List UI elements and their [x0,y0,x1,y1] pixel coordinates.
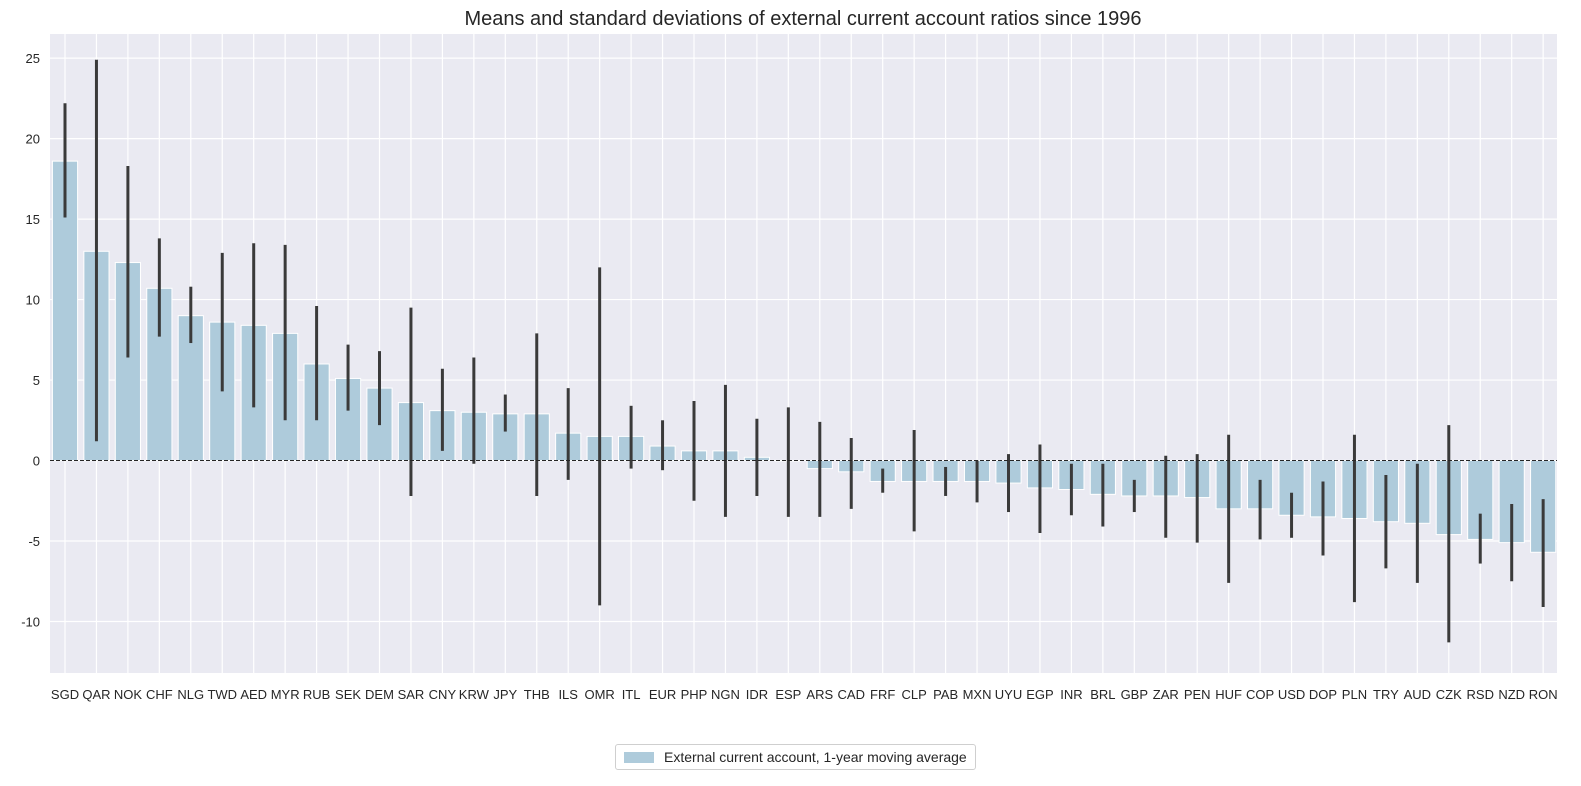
x-tick-label: RON [1529,687,1558,702]
y-tick-label: 25 [26,51,40,66]
plot-background [50,34,1557,673]
x-tick-label: CAD [838,687,865,702]
x-tick-label: UYU [995,687,1022,702]
x-tick-label: COP [1246,687,1274,702]
x-tick-label: NOK [114,687,143,702]
x-tick-label: TWD [207,687,237,702]
x-tick-labels: SGD QAR NOK CHF NLG TWD AED MYR RUB SEK DEM SAR CNY K… [51,687,1558,702]
y-tick-label: -10 [21,614,40,629]
x-tick-label: DOP [1309,687,1337,702]
x-tick-label: EGP [1026,687,1053,702]
y-tick-label: 10 [26,293,40,308]
x-tick-label: OMR [584,687,614,702]
x-tick-label: PEN [1184,687,1211,702]
legend-label: External current account, 1-year moving … [664,749,967,765]
y-tick-label: 0 [33,454,40,469]
x-tick-label: USD [1278,687,1305,702]
x-tick-label: TRY [1373,687,1399,702]
x-tick-label: JPY [493,687,517,702]
x-tick-label: SEK [335,687,361,702]
x-tick-label: SGD [51,687,79,702]
x-tick-label: CZK [1436,687,1462,702]
y-tick-label: 15 [26,212,40,227]
x-tick-label: CNY [429,687,457,702]
x-tick-label: AUD [1404,687,1431,702]
legend-swatch [624,751,654,763]
x-tick-label: KRW [459,687,490,702]
x-tick-label: ESP [775,687,801,702]
x-tick-label: BRL [1090,687,1115,702]
x-tick-label: MXN [963,687,992,702]
y-tick-label: 20 [26,132,40,147]
x-tick-label: FRF [870,687,895,702]
legend: External current account, 1-year moving … [615,744,976,770]
x-tick-label: MYR [271,687,300,702]
x-tick-label: SAR [398,687,425,702]
x-tick-label: RSD [1467,687,1494,702]
x-tick-label: PHP [681,687,708,702]
x-tick-label: AED [240,687,267,702]
x-tick-label: GBP [1121,687,1148,702]
error-bars [63,59,1545,643]
x-tick-label: INR [1060,687,1082,702]
x-tick-label: NZD [1498,687,1525,702]
x-tick-label: DEM [365,687,394,702]
x-tick-label: NGN [711,687,740,702]
x-tick-label: PLN [1342,687,1367,702]
x-tick-label: NLG [177,687,204,702]
x-tick-label: CHF [146,687,173,702]
x-tick-label: QAR [82,687,110,702]
x-tick-label: ITL [622,687,641,702]
x-tick-label: CLP [902,687,927,702]
chart-title: Means and standard deviations of externa… [464,8,1141,30]
y-tick-label: 5 [33,373,40,388]
y-tick-label: -5 [28,534,40,549]
x-tick-label: PAB [933,687,958,702]
x-tick-label: IDR [746,687,768,702]
x-tick-label: ARS [806,687,833,702]
x-tick-label: THB [524,687,550,702]
x-tick-label: EUR [649,687,676,702]
y-tick-labels: -10 -5 0 5 10 15 20 25 [21,51,40,629]
x-tick-label: ZAR [1153,687,1179,702]
x-tick-label: RUB [303,687,330,702]
x-tick-label: HUF [1215,687,1242,702]
x-tick-label: ILS [558,687,578,702]
